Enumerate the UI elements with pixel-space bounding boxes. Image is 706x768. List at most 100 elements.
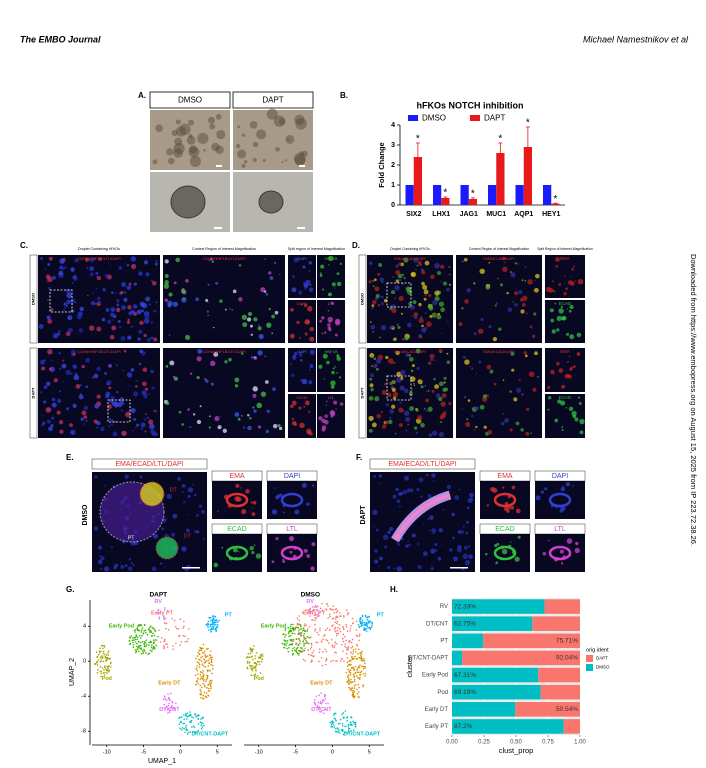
image-label: LTL xyxy=(554,526,566,533)
condition-label: DAPT xyxy=(262,96,283,105)
cell-signal xyxy=(70,431,74,435)
cell-point xyxy=(104,655,107,658)
cell-signal xyxy=(74,258,79,263)
cell-point xyxy=(154,639,157,641)
cell-signal xyxy=(182,297,186,300)
legend-swatch xyxy=(408,115,418,121)
cell-signal xyxy=(235,483,240,488)
cell-point xyxy=(166,609,169,612)
cell-signal xyxy=(164,298,168,302)
cell-signal xyxy=(517,535,521,539)
cell-signal xyxy=(123,349,127,353)
cell-point xyxy=(350,625,352,627)
cell-signal xyxy=(135,426,137,429)
cell-signal xyxy=(434,384,439,389)
cell-signal xyxy=(274,487,276,489)
cell-point xyxy=(138,634,141,637)
cell-point xyxy=(319,607,322,610)
cell-point xyxy=(210,630,212,633)
cell-signal xyxy=(282,511,285,514)
segment-annotation: DT xyxy=(184,533,191,539)
column-header: Context Region of Interest Magnification xyxy=(469,247,529,251)
cell-signal xyxy=(149,429,155,435)
cell-signal xyxy=(372,509,378,516)
cell-signal xyxy=(370,324,376,330)
cell-signal xyxy=(192,413,196,416)
cell-point xyxy=(349,629,351,632)
cell-signal xyxy=(324,331,327,334)
cell-signal xyxy=(249,417,252,420)
cell-point xyxy=(341,728,344,731)
cell-point xyxy=(342,712,345,714)
cell-signal xyxy=(574,417,579,422)
cell-point xyxy=(310,643,313,646)
cell-point xyxy=(134,628,137,631)
cell-signal xyxy=(154,262,158,266)
cell-signal xyxy=(293,352,298,356)
row-label: DAPT xyxy=(31,387,36,398)
legend-label: DMSO xyxy=(596,665,610,670)
cell-point xyxy=(141,640,144,643)
cell-signal xyxy=(76,332,78,335)
cell-signal xyxy=(222,428,227,433)
cell-signal xyxy=(96,326,102,332)
cell-signal xyxy=(231,309,234,311)
cell-point xyxy=(181,727,184,729)
cell-signal xyxy=(415,269,417,271)
cell-signal xyxy=(70,372,73,375)
cell-signal xyxy=(431,564,433,567)
cell-point xyxy=(325,608,327,610)
cell-signal xyxy=(565,406,568,409)
cell-signal xyxy=(462,355,466,359)
cell-point xyxy=(296,622,299,625)
cell-point xyxy=(366,618,369,621)
cell-signal xyxy=(303,282,307,286)
cell-point xyxy=(347,647,349,650)
cell-signal xyxy=(110,419,114,422)
cell-point xyxy=(335,608,338,610)
cell-signal xyxy=(525,312,528,315)
cell-point xyxy=(316,608,319,611)
cell-point xyxy=(281,642,284,645)
cell-signal xyxy=(251,550,255,555)
cell-point xyxy=(331,645,334,648)
cell-signal xyxy=(464,359,470,365)
cell-signal xyxy=(309,283,312,287)
cell-point xyxy=(345,625,348,628)
cell-point xyxy=(284,643,286,645)
cell-point xyxy=(317,633,320,636)
y-axis-label: cluster xyxy=(405,655,414,678)
cluster-label: Early PT xyxy=(151,611,174,617)
row-box xyxy=(358,254,367,344)
cell-point xyxy=(351,658,354,661)
cell-point xyxy=(198,649,201,652)
cell-point xyxy=(198,666,201,668)
cell-point xyxy=(320,702,323,705)
cell-point xyxy=(210,625,212,627)
bar-segment xyxy=(462,650,580,666)
cell-signal xyxy=(561,428,564,432)
cell-point xyxy=(347,646,350,648)
cell-signal xyxy=(172,513,178,519)
cell-point xyxy=(345,652,348,655)
cell-signal xyxy=(454,495,460,500)
cell-signal xyxy=(100,556,105,561)
cell-point xyxy=(189,711,191,713)
cell-signal xyxy=(444,387,449,392)
cell-signal xyxy=(427,390,430,392)
cell-point xyxy=(210,661,213,663)
cell-signal xyxy=(50,307,54,312)
x-tick-label: 0.75 xyxy=(542,740,554,746)
cell-signal xyxy=(512,301,514,303)
cell-signal xyxy=(368,261,373,265)
cell-signal xyxy=(96,394,101,399)
cell-signal xyxy=(574,280,577,282)
cell-signal xyxy=(387,565,391,570)
cell-point xyxy=(358,633,361,636)
condition-box xyxy=(149,91,231,109)
cell-signal xyxy=(376,413,382,419)
cell-point xyxy=(102,652,105,655)
cell-signal xyxy=(150,321,153,324)
cell-point xyxy=(200,660,203,663)
cell-point xyxy=(206,677,209,680)
